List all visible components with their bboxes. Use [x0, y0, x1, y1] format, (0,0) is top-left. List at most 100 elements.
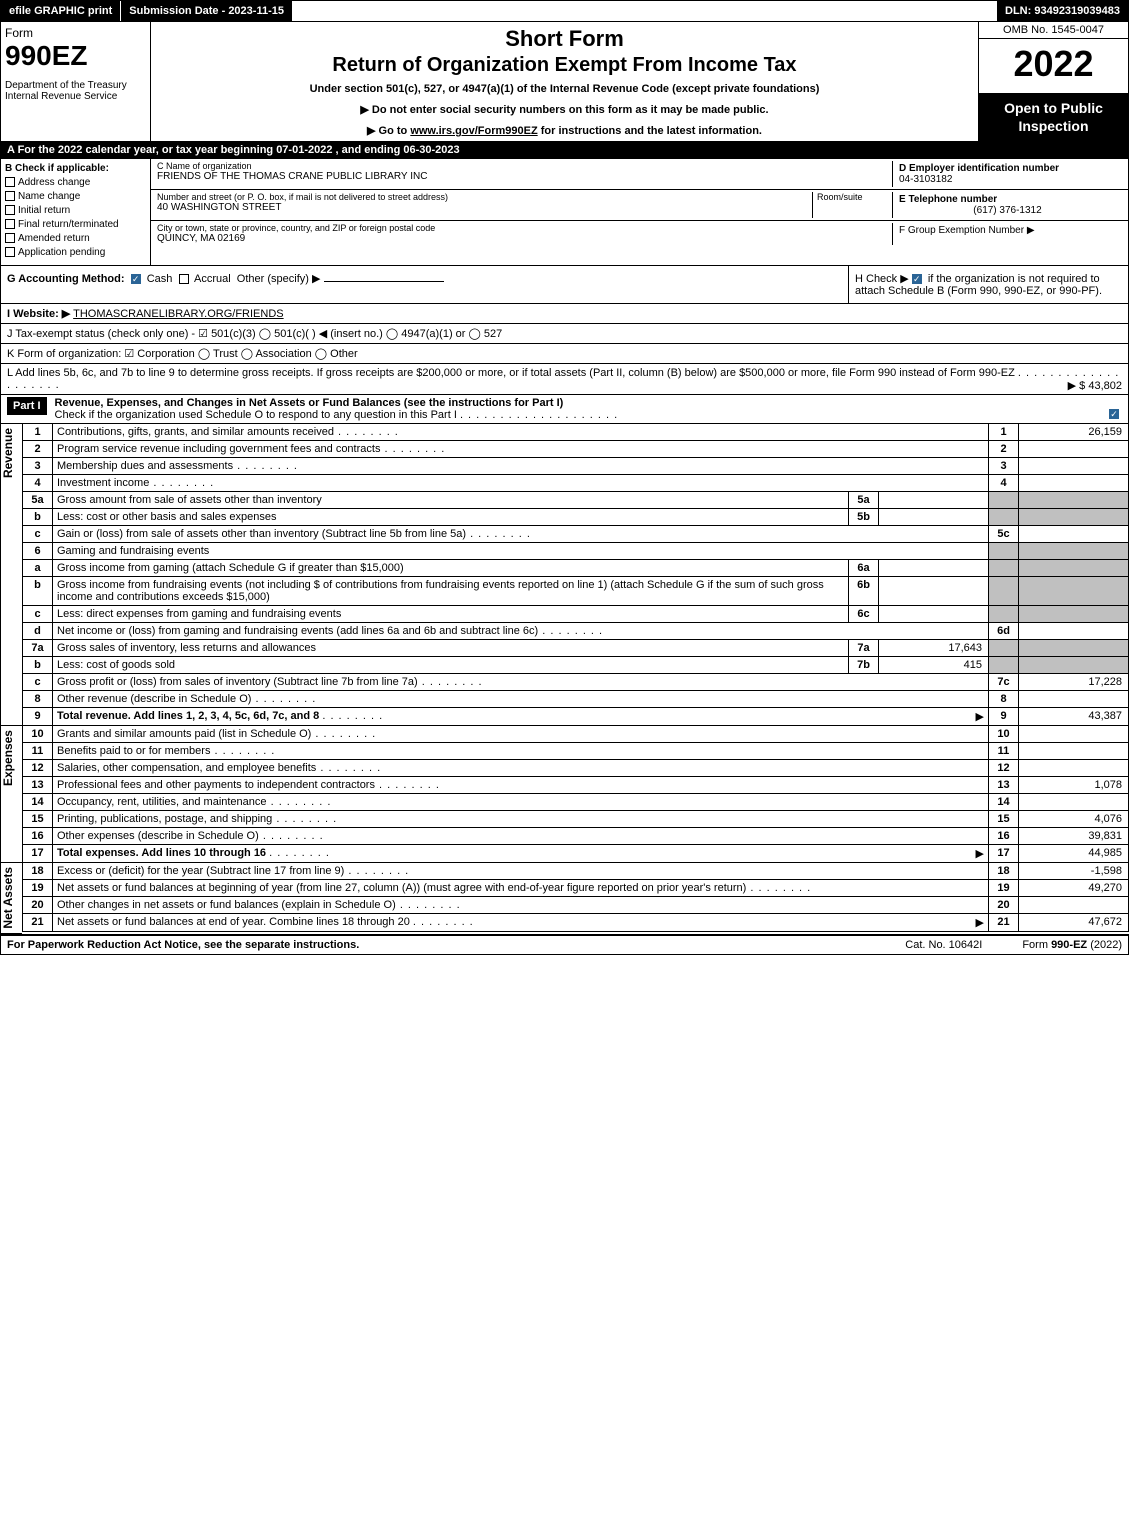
efile-print-button[interactable]: efile GRAPHIC print	[1, 1, 121, 21]
right-line-value: 4,076	[1019, 811, 1129, 828]
checkbox-initial-return[interactable]	[5, 205, 15, 215]
line-desc: Total expenses. Add lines 10 through 16 …	[53, 845, 989, 863]
check-name-change: Name change	[5, 191, 146, 202]
label-final-return: Final return/terminated	[18, 219, 119, 230]
checkbox-final-return[interactable]	[5, 219, 15, 229]
sidebar-revenue: Revenue	[0, 424, 22, 726]
line-i: I Website: ▶ THOMASCRANELIBRARY.ORG/FRIE…	[0, 304, 1129, 324]
right-line-value	[1019, 526, 1129, 543]
website-link[interactable]: THOMASCRANELIBRARY.ORG/FRIENDS	[73, 308, 283, 320]
line-number: 18	[23, 863, 53, 880]
info-grid: B Check if applicable: Address change Na…	[0, 159, 1129, 266]
line-number: 5a	[23, 492, 53, 509]
line-g: G Accounting Method: Cash Accrual Other …	[1, 266, 848, 303]
line-number: b	[23, 577, 53, 606]
line-l-value: ▶ $ 43,802	[1068, 379, 1122, 392]
right-line-number	[989, 657, 1019, 674]
open-to-public: Open to Public Inspection	[979, 93, 1128, 141]
right-line-value: 39,831	[1019, 828, 1129, 845]
checkbox-name-change[interactable]	[5, 191, 15, 201]
line-desc: Gross amount from sale of assets other t…	[53, 492, 849, 509]
right-line-number: 18	[989, 863, 1019, 880]
checkbox-accrual[interactable]	[179, 274, 189, 284]
right-line-value	[1019, 492, 1129, 509]
line-desc: Net income or (loss) from gaming and fun…	[53, 623, 989, 640]
part1-header: Part I Revenue, Expenses, and Changes in…	[0, 395, 1129, 424]
mini-line-number: 7b	[849, 657, 879, 674]
right-line-number	[989, 560, 1019, 577]
form-label: Form	[5, 26, 146, 40]
line-number: c	[23, 674, 53, 691]
right-line-value	[1019, 577, 1129, 606]
line-row: aGross income from gaming (attach Schedu…	[23, 560, 1129, 577]
right-line-value: 17,228	[1019, 674, 1129, 691]
right-line-number: 10	[989, 726, 1019, 743]
right-line-number: 8	[989, 691, 1019, 708]
dept-label: Department of the Treasury Internal Reve…	[5, 80, 146, 102]
checkbox-address-change[interactable]	[5, 177, 15, 187]
line-number: 20	[23, 897, 53, 914]
line-row: 6Gaming and fundraising events	[23, 543, 1129, 560]
line-row: cLess: direct expenses from gaming and f…	[23, 606, 1129, 623]
name-label: C Name of organization	[157, 161, 892, 171]
dots	[460, 409, 618, 421]
line-h-text1: H Check ▶	[855, 273, 909, 285]
revenue-section: Revenue 1Contributions, gifts, grants, a…	[0, 424, 1129, 726]
sidebar-netassets-label: Net Assets	[1, 863, 15, 933]
header-left: Form 990EZ Department of the Treasury In…	[1, 22, 151, 141]
mini-line-number: 5a	[849, 492, 879, 509]
right-line-value: 47,672	[1019, 914, 1129, 932]
right-line-number: 2	[989, 441, 1019, 458]
org-name: FRIENDS OF THE THOMAS CRANE PUBLIC LIBRA…	[157, 171, 892, 182]
right-line-number: 5c	[989, 526, 1019, 543]
line-number: 13	[23, 777, 53, 794]
check-address-change: Address change	[5, 177, 146, 188]
line-number: 21	[23, 914, 53, 932]
addr-label: Number and street (or P. O. box, if mail…	[157, 192, 812, 202]
line-desc: Membership dues and assessments	[53, 458, 989, 475]
checkbox-cash[interactable]	[131, 274, 141, 284]
line-row: 2Program service revenue including gover…	[23, 441, 1129, 458]
right-line-value	[1019, 560, 1129, 577]
line-desc: Other changes in net assets or fund bala…	[53, 897, 989, 914]
line-number: 17	[23, 845, 53, 863]
line-j: J Tax-exempt status (check only one) - ☑…	[0, 324, 1129, 344]
mini-line-value: 415	[879, 657, 989, 674]
line-desc: Net assets or fund balances at beginning…	[53, 880, 989, 897]
right-line-number: 17	[989, 845, 1019, 863]
label-other-method: Other (specify) ▶	[237, 273, 321, 285]
line-l: L Add lines 5b, 6c, and 7b to line 9 to …	[0, 364, 1129, 395]
room-suite-label: Room/suite	[812, 192, 892, 218]
right-line-number: 21	[989, 914, 1019, 932]
city-value: QUINCY, MA 02169	[157, 233, 892, 244]
line-row: bLess: cost or other basis and sales exp…	[23, 509, 1129, 526]
label-address-change: Address change	[18, 177, 90, 188]
line-desc: Total revenue. Add lines 1, 2, 3, 4, 5c,…	[53, 708, 989, 726]
part1-badge: Part I	[7, 397, 47, 415]
instr-goto-prefix: ▶ Go to	[367, 125, 410, 137]
topbar: efile GRAPHIC print Submission Date - 20…	[0, 0, 1129, 22]
right-line-number	[989, 640, 1019, 657]
label-application-pending: Application pending	[18, 247, 105, 258]
check-application-pending: Application pending	[5, 247, 146, 258]
label-cash: Cash	[147, 273, 173, 285]
checkbox-application-pending[interactable]	[5, 247, 15, 257]
mini-line-value	[879, 492, 989, 509]
right-line-number: 16	[989, 828, 1019, 845]
line-row: bGross income from fundraising events (n…	[23, 577, 1129, 606]
checkbox-schedule-b[interactable]	[912, 274, 922, 284]
submission-date-button[interactable]: Submission Date - 2023-11-15	[121, 1, 293, 21]
checkbox-schedule-o[interactable]	[1109, 409, 1119, 419]
right-line-value: 1,078	[1019, 777, 1129, 794]
right-line-value	[1019, 543, 1129, 560]
phone-label: E Telephone number	[899, 194, 1116, 205]
line-row: cGain or (loss) from sale of assets othe…	[23, 526, 1129, 543]
line-row: 11Benefits paid to or for members11	[23, 743, 1129, 760]
line-number: 6	[23, 543, 53, 560]
checkbox-amended-return[interactable]	[5, 233, 15, 243]
right-line-value	[1019, 743, 1129, 760]
line-number: 14	[23, 794, 53, 811]
footer: For Paperwork Reduction Act Notice, see …	[0, 934, 1129, 955]
line-desc: Grants and similar amounts paid (list in…	[53, 726, 989, 743]
irs-link[interactable]: www.irs.gov/Form990EZ	[410, 125, 537, 137]
